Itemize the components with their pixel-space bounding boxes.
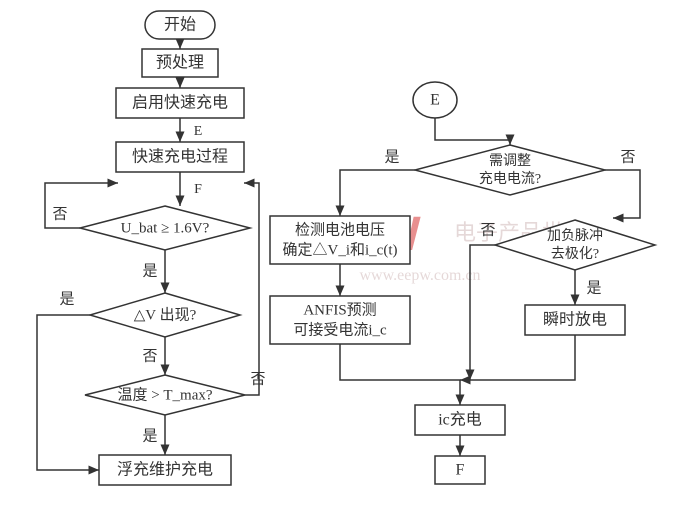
node-text: ic充电: [438, 411, 482, 429]
node-text: 浮充维护充电: [117, 461, 213, 479]
node-text: 启用快速充电: [132, 94, 228, 112]
node-text: 检测电池电压: [295, 221, 385, 238]
edge: [244, 183, 259, 395]
edge-label: 否: [620, 149, 635, 165]
node-text: E: [430, 92, 440, 109]
edge: [37, 315, 99, 470]
node-text: 需调整: [489, 153, 531, 169]
edge-label: 否: [250, 371, 265, 387]
node-text: 快速充电过程: [132, 148, 228, 166]
edge-label: 是: [586, 280, 601, 296]
svg-text:www.eepw.com.cn: www.eepw.com.cn: [360, 267, 481, 284]
edge: [435, 118, 510, 145]
node-text: 预处理: [156, 54, 204, 72]
edge-label: 否: [480, 222, 495, 238]
node-text: 去极化?: [551, 246, 599, 262]
edge-label: 是: [142, 263, 157, 279]
node-text: 充电电流?: [479, 171, 541, 187]
node-text: 加负脉冲: [547, 228, 603, 244]
edge-label: 是: [59, 291, 74, 307]
edge: [460, 335, 575, 380]
edge-mid-label: E: [194, 124, 203, 139]
node-text: 瞬时放电: [543, 311, 607, 329]
node-text: U_bat ≥ 1.6V?: [121, 220, 210, 236]
edge: [470, 245, 495, 380]
node-text: 可接受电流i_c: [293, 321, 387, 338]
edge: [340, 344, 460, 405]
node-text: 温度 > T_max?: [117, 386, 212, 403]
node-text: 开始: [164, 16, 196, 34]
decision-node: [415, 145, 605, 195]
node-text: F: [456, 462, 465, 479]
node-text: △V 出现?: [134, 306, 197, 323]
edge-label: 否: [52, 206, 67, 222]
edge-label: 是: [384, 149, 399, 165]
node-text: ANFIS预测: [303, 301, 376, 318]
edge-label: 是: [142, 428, 157, 444]
edge: [605, 170, 640, 218]
edge-mid-label: F: [194, 182, 202, 197]
edge-label: 否: [142, 348, 157, 364]
node-text: 确定△V_i和i_c(t): [283, 241, 398, 258]
